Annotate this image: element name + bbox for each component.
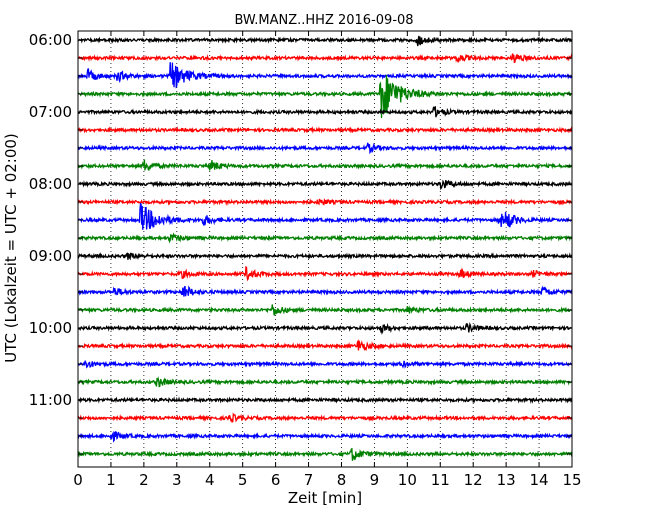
y-tick-label: 08:00 (29, 175, 72, 193)
trace-0845 (77, 232, 573, 244)
trace-0745 (77, 159, 573, 172)
trace-1030 (77, 360, 573, 369)
x-tick-label: 12 (464, 471, 483, 489)
trace-0630 (77, 62, 573, 89)
x-tick-label: 9 (370, 471, 380, 489)
trace-1130 (77, 430, 573, 443)
trace-0700 (78, 106, 573, 118)
y-axis-ticks: 06:00 07:00 08:00 09:00 10:00 11:00 (29, 31, 572, 455)
x-axis-label: Zeit [min] (288, 489, 362, 507)
x-tick-label: 5 (238, 471, 248, 489)
y-tick-label: 07:00 (29, 103, 72, 121)
x-tick-label: 0 (73, 471, 83, 489)
trace-0615 (77, 53, 573, 64)
trace-0930 (77, 285, 573, 297)
x-tick-label: 14 (530, 471, 549, 489)
trace-1115 (77, 412, 573, 424)
trace-0730 (77, 142, 573, 155)
trace-0600 (77, 35, 573, 47)
x-tick-label: 2 (139, 471, 149, 489)
x-tick-label: 8 (337, 471, 347, 489)
trace-1100 (77, 396, 573, 404)
x-tick-label: 7 (304, 471, 314, 489)
x-tick-label: 11 (431, 471, 450, 489)
x-tick-label: 3 (172, 471, 182, 489)
plot-frame (77, 30, 573, 468)
y-axis-label: UTC (Lokalzeit = UTC + 02:00) (2, 133, 20, 363)
x-axis-ticks: 0 1 2 3 4 5 6 7 8 9 10 11 12 13 14 15 (73, 31, 582, 489)
grid-lines (110, 31, 540, 467)
y-tick-label: 09:00 (29, 247, 72, 265)
x-tick-label: 4 (205, 471, 215, 489)
y-tick-label: 11:00 (29, 391, 72, 409)
x-tick-label: 10 (398, 471, 417, 489)
y-tick-label: 06:00 (29, 31, 72, 49)
x-tick-label: 15 (562, 471, 581, 489)
trace-1145 (77, 447, 573, 461)
chart-title: BW.MANZ..HHZ 2016-09-08 (234, 13, 413, 28)
x-tick-label: 6 (271, 471, 281, 489)
trace-0945 (77, 304, 573, 316)
trace-0645 (77, 74, 573, 119)
seismic-traces (77, 35, 573, 461)
trace-0830 (77, 202, 573, 230)
trace-0815 (77, 198, 573, 206)
trace-0715 (77, 126, 573, 134)
trace-0915 (77, 265, 573, 282)
trace-0800 (77, 179, 573, 191)
x-tick-label: 1 (106, 471, 116, 489)
x-tick-label: 13 (497, 471, 516, 489)
trace-1000 (77, 322, 573, 335)
trace-1045 (77, 376, 573, 388)
y-tick-label: 10:00 (29, 319, 72, 337)
trace-1015 (77, 338, 573, 352)
trace-0900 (77, 252, 573, 261)
